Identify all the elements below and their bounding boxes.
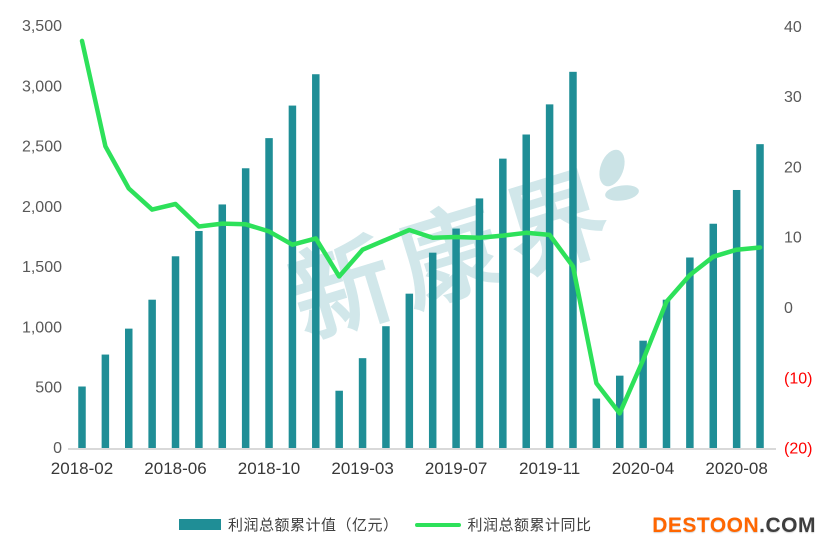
- legend: 利润总额累计值（亿元） 利润总额累计同比: [179, 514, 592, 535]
- destoon-logo: DESTOON.COM: [652, 514, 816, 538]
- bar-2019-11: [545, 104, 554, 449]
- bar-2020-04: [639, 340, 647, 448]
- left-axis-tick: 2,000: [22, 199, 62, 216]
- legend-bar-label: 利润总额累计值（亿元）: [228, 517, 399, 534]
- legend-line-label: 利润总额累计同比: [467, 517, 592, 534]
- bar-2019-03: [358, 358, 367, 448]
- x-axis-label: 2019-07: [425, 459, 487, 478]
- left-axis-tick: 3,000: [22, 78, 62, 95]
- x-axis-label: 2018-06: [144, 459, 206, 478]
- bar-2019-08: [475, 198, 484, 448]
- bar-2020-05: [662, 299, 671, 448]
- right-axis-tick: (10): [784, 370, 812, 387]
- left-axis-tick: 2,500: [22, 139, 62, 156]
- bar-2018-04: [125, 328, 133, 448]
- brand-tld: .COM: [759, 514, 816, 537]
- bar-2019-06: [428, 252, 437, 448]
- x-axis-label: 2019-03: [331, 459, 393, 478]
- watermark-leaf-icon: [605, 185, 639, 201]
- bar-2020-09: [756, 144, 764, 448]
- bar-2019-02: [335, 390, 343, 448]
- bar-2019-10: [522, 134, 530, 448]
- bar-2018-09: [241, 168, 250, 448]
- left-axis-tick: 0: [53, 440, 62, 457]
- bar-2018-03: [101, 354, 110, 448]
- bar-2020-07: [709, 223, 718, 448]
- x-axis-label: 2018-02: [51, 459, 113, 478]
- right-axis-tick: 40: [784, 19, 802, 36]
- bar-2018-12: [312, 74, 320, 448]
- right-axis-tick: 20: [784, 159, 802, 176]
- left-axis-tick: 1,500: [22, 259, 62, 276]
- x-axis-label: 2020-08: [705, 459, 767, 478]
- bar-2018-06: [171, 256, 180, 448]
- x-axis-label: 2018-10: [238, 459, 300, 478]
- right-axis-tick: 30: [784, 89, 802, 106]
- bar-2019-09: [499, 158, 507, 448]
- x-axis-label: 2019-11: [519, 459, 580, 478]
- legend-bar-swatch: [179, 519, 221, 530]
- bar-2018-11: [288, 105, 297, 448]
- bar-2019-04: [382, 326, 390, 448]
- watermark-leaf-icon: [599, 149, 625, 187]
- bar-2019-05: [405, 293, 414, 448]
- yoy-line: [79, 38, 763, 416]
- right-axis-tick: 0: [784, 300, 793, 317]
- left-axis-tick: 3,500: [22, 18, 62, 35]
- bar-2019-12: [569, 71, 577, 448]
- bar-2018-02: [78, 386, 86, 448]
- bar-2020-06: [686, 257, 694, 448]
- right-axis-tick: (20): [784, 441, 812, 458]
- bar-2020-08: [732, 189, 741, 449]
- x-axis-label: 2020-04: [612, 459, 674, 478]
- right-axis-tick: 10: [784, 230, 802, 247]
- brand-name: DESTOON: [652, 514, 760, 537]
- bar-2018-07: [195, 230, 203, 448]
- legend-line-swatch: [414, 522, 461, 527]
- left-axis-tick: 500: [35, 380, 62, 397]
- left-axis-tick: 1,000: [22, 319, 62, 336]
- bar-2019-07: [452, 228, 460, 448]
- bar-2018-10: [265, 138, 273, 448]
- bar-2018-05: [148, 299, 156, 448]
- bar-2018-08: [218, 204, 227, 448]
- bar-2020-02: [592, 398, 601, 448]
